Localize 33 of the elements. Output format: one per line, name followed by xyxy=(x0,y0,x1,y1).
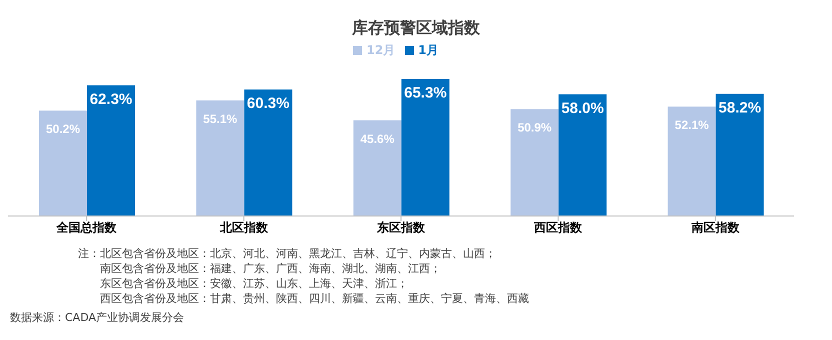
bar xyxy=(510,109,559,216)
data-label: 52.1% xyxy=(674,118,710,132)
x-tick-label: 全国总指数 xyxy=(56,220,118,235)
legend-label: 12月 xyxy=(366,43,396,57)
data-label: 50.2% xyxy=(46,122,80,136)
x-tick-label: 西区指数 xyxy=(533,220,584,235)
bar xyxy=(716,94,764,216)
data-label: 58.0% xyxy=(561,100,604,117)
legend-label: 1月 xyxy=(418,43,439,57)
source-note: 数据来源：CADA产业协调发展分会 xyxy=(9,310,186,325)
bar xyxy=(558,94,607,216)
x-tick-label: 东区指数 xyxy=(376,220,426,235)
data-label: 50.9% xyxy=(518,120,552,135)
data-label: 45.6% xyxy=(360,132,395,146)
data-label: 65.3% xyxy=(404,84,447,102)
data-label: 55.1% xyxy=(203,112,238,126)
text: 南区包含省份及地区：福建、广东、广西、海南、湖北、湖南、江西； xyxy=(99,261,442,276)
bar xyxy=(39,110,87,216)
text: 东区包含省份及地区：安徽、江苏、山东、上海、天津、浙江； xyxy=(99,276,409,291)
bar xyxy=(244,89,292,216)
text: 注：北区包含省份及地区：北京、河北、河南、黑龙江、吉林、辽宁、内蒙古、山西； xyxy=(78,246,497,261)
chart-title: 库存预警区域指数 xyxy=(350,17,481,39)
data-label: 62.3% xyxy=(90,90,132,108)
bar xyxy=(668,106,716,216)
bar xyxy=(401,78,450,216)
x-tick-label: 北区指数 xyxy=(218,220,269,235)
bar xyxy=(353,120,402,216)
data-label: 60.3% xyxy=(246,95,290,112)
bar xyxy=(196,100,244,216)
x-tick-label: 南区指数 xyxy=(690,220,740,235)
bar xyxy=(87,85,135,216)
data-label: 58.2% xyxy=(718,100,762,117)
text: 西区包含省份及地区：甘肃、贵州、陕西、四川、新疆、云南、重庆、宁夏、青海、西藏 xyxy=(99,291,530,306)
